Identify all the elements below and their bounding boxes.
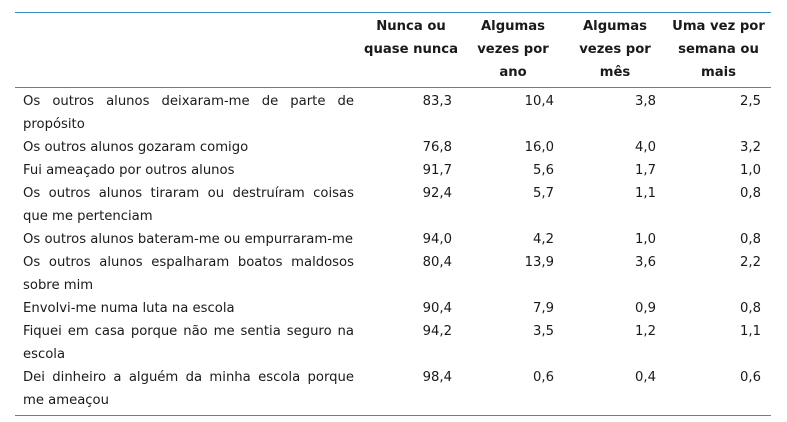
row-value: 83,3 bbox=[422, 94, 452, 109]
row-value: 0,4 bbox=[635, 370, 656, 385]
row-label: Os outros alunos tiraram ou destruíram c… bbox=[23, 186, 354, 224]
table-row: Os outros alunos bateram-me ou empurrara… bbox=[15, 228, 771, 251]
row-value: 0,8 bbox=[740, 186, 761, 201]
row-value: 5,7 bbox=[533, 186, 554, 201]
table-row: Envolvi-me numa luta na escola 90,4 7,9 … bbox=[15, 297, 771, 320]
table-row: Os outros alunos deixaram-me de parte de… bbox=[15, 88, 771, 137]
table-row: Fiquei em casa porque não me sentia segu… bbox=[15, 320, 771, 366]
row-value: 90,4 bbox=[422, 301, 452, 316]
row-label: Dei dinheiro a alguém da minha escola po… bbox=[23, 370, 354, 408]
header-row: Nunca ou quase nunca Algumas vezes por a… bbox=[15, 12, 771, 88]
table-row: Os outros alunos gozaram comigo 76,8 16,… bbox=[15, 136, 771, 159]
row-value: 4,0 bbox=[635, 140, 656, 155]
row-value: 1,1 bbox=[740, 324, 761, 339]
row-value: 1,1 bbox=[635, 186, 656, 201]
header-empty-cell bbox=[15, 13, 360, 88]
table-header: Nunca ou quase nunca Algumas vezes por a… bbox=[15, 12, 771, 88]
row-value: 0,9 bbox=[635, 301, 656, 316]
row-value: 1,7 bbox=[635, 163, 656, 178]
row-value: 3,2 bbox=[740, 140, 761, 155]
row-value: 0,8 bbox=[740, 232, 761, 247]
row-value: 3,5 bbox=[533, 324, 554, 339]
row-value: 2,2 bbox=[740, 255, 761, 270]
row-value: 1,2 bbox=[635, 324, 656, 339]
row-value: 1,0 bbox=[740, 163, 761, 178]
table-row: Dei dinheiro a alguém da minha escola po… bbox=[15, 366, 771, 416]
row-label: Os outros alunos gozaram comigo bbox=[23, 140, 249, 155]
row-label: Os outros alunos espalharam boatos maldo… bbox=[23, 255, 354, 293]
row-value: 4,2 bbox=[533, 232, 554, 247]
table-row: Os outros alunos espalharam boatos maldo… bbox=[15, 251, 771, 297]
header-weekly-or-more: Uma vez por semana ou mais bbox=[672, 19, 765, 80]
row-value: 10,4 bbox=[524, 94, 554, 109]
row-value: 3,6 bbox=[635, 255, 656, 270]
row-label: Os outros alunos deixaram-me de parte de… bbox=[23, 94, 354, 132]
row-value: 3,8 bbox=[635, 94, 656, 109]
row-value: 94,2 bbox=[422, 324, 452, 339]
table-row: Os outros alunos tiraram ou destruíram c… bbox=[15, 182, 771, 228]
row-value: 13,9 bbox=[524, 255, 554, 270]
table-row: Fui ameaçado por outros alunos 91,7 5,6 … bbox=[15, 159, 771, 182]
row-value: 0,6 bbox=[740, 370, 761, 385]
row-value: 16,0 bbox=[524, 140, 554, 155]
row-value: 98,4 bbox=[422, 370, 452, 385]
row-value: 94,0 bbox=[422, 232, 452, 247]
row-value: 0,6 bbox=[533, 370, 554, 385]
row-value: 2,5 bbox=[740, 94, 761, 109]
row-label: Envolvi-me numa luta na escola bbox=[23, 301, 235, 316]
row-label: Fiquei em casa porque não me sentia segu… bbox=[23, 324, 354, 362]
header-never: Nunca ou quase nunca bbox=[364, 19, 458, 57]
row-value: 7,9 bbox=[533, 301, 554, 316]
row-value: 5,6 bbox=[533, 163, 554, 178]
row-value: 1,0 bbox=[635, 232, 656, 247]
data-table: Nunca ou quase nunca Algumas vezes por a… bbox=[15, 12, 771, 416]
row-value: 80,4 bbox=[422, 255, 452, 270]
row-value: 0,8 bbox=[740, 301, 761, 316]
row-label: Fui ameaçado por outros alunos bbox=[23, 163, 235, 178]
row-value: 76,8 bbox=[422, 140, 452, 155]
data-table-container: Nunca ou quase nunca Algumas vezes por a… bbox=[15, 12, 771, 416]
row-value: 92,4 bbox=[422, 186, 452, 201]
row-label: Os outros alunos bateram-me ou empurrara… bbox=[23, 232, 353, 247]
table-body: Os outros alunos deixaram-me de parte de… bbox=[15, 88, 771, 416]
header-few-times-month: Algumas vezes por mês bbox=[579, 19, 651, 80]
header-few-times-year: Algumas vezes por ano bbox=[477, 19, 549, 80]
row-value: 91,7 bbox=[422, 163, 452, 178]
